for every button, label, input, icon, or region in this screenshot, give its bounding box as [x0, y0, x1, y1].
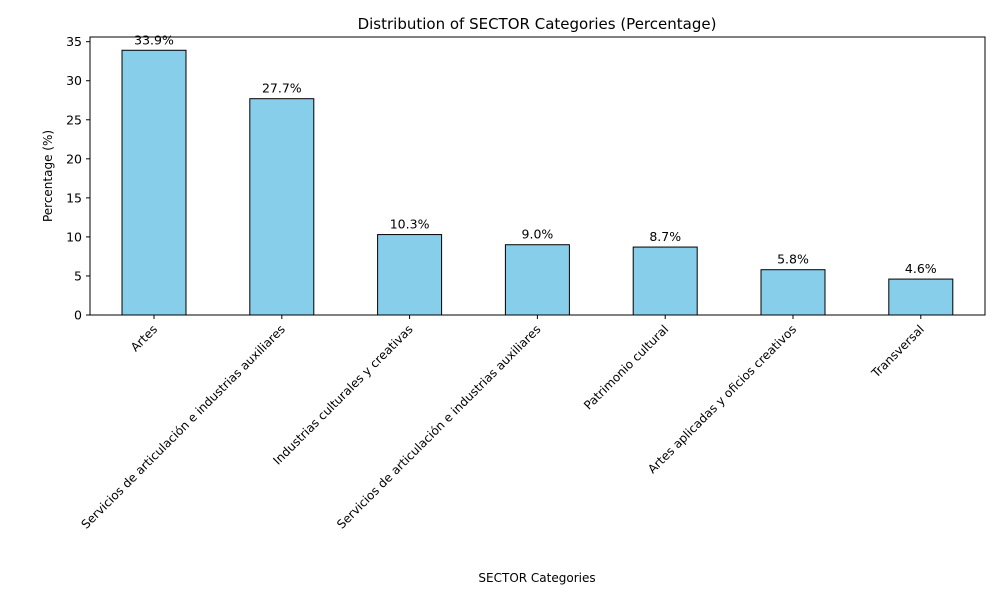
x-tick-label: Artes aplicadas y oficios creativos	[645, 322, 799, 476]
data-label: 33.9%	[134, 32, 174, 47]
x-tick-label: Transversal	[868, 322, 927, 381]
y-tick-label: 20	[66, 151, 82, 166]
y-tick-label: 10	[66, 229, 82, 244]
x-tick-label: Patrimonio cultural	[581, 322, 671, 412]
bar	[121, 49, 187, 316]
y-tick-label: 5	[74, 268, 82, 283]
data-label: 4.6%	[905, 261, 937, 276]
bar	[888, 278, 954, 316]
bars-layer	[121, 49, 954, 316]
y-axis: 0 5 10 15 20 25 30 35	[66, 34, 90, 323]
chart-title: Distribution of SECTOR Categories (Perce…	[358, 15, 717, 33]
data-label: 27.7%	[262, 81, 302, 96]
y-tick-label: 35	[66, 34, 82, 49]
x-tick-label: Artes	[128, 322, 160, 354]
x-tick-label: Servicios de articulación e industrias a…	[334, 322, 543, 531]
data-labels-layer: 33.9% 27.7% 10.3% 9.0% 8.7% 5.8% 4.6%	[134, 32, 937, 276]
x-axis-label: SECTOR Categories	[478, 571, 595, 585]
x-tick-label: Industrias culturales y creativas	[270, 322, 415, 467]
data-label: 5.8%	[777, 252, 809, 267]
x-tick-label: Servicios de articulación e industrias a…	[78, 322, 287, 531]
y-tick-label: 30	[66, 73, 82, 88]
bar	[632, 246, 698, 316]
plot-frame	[89, 36, 986, 316]
y-axis-label: Percentage (%)	[41, 130, 55, 222]
bar	[504, 244, 570, 316]
bar	[760, 269, 826, 316]
data-label: 10.3%	[390, 217, 430, 232]
y-tick-label: 0	[74, 308, 82, 323]
bar	[249, 98, 315, 316]
y-tick-label: 15	[66, 190, 82, 205]
bar	[377, 234, 443, 316]
data-label: 9.0%	[522, 227, 554, 242]
y-tick-label: 25	[66, 112, 82, 127]
data-label: 8.7%	[649, 229, 681, 244]
